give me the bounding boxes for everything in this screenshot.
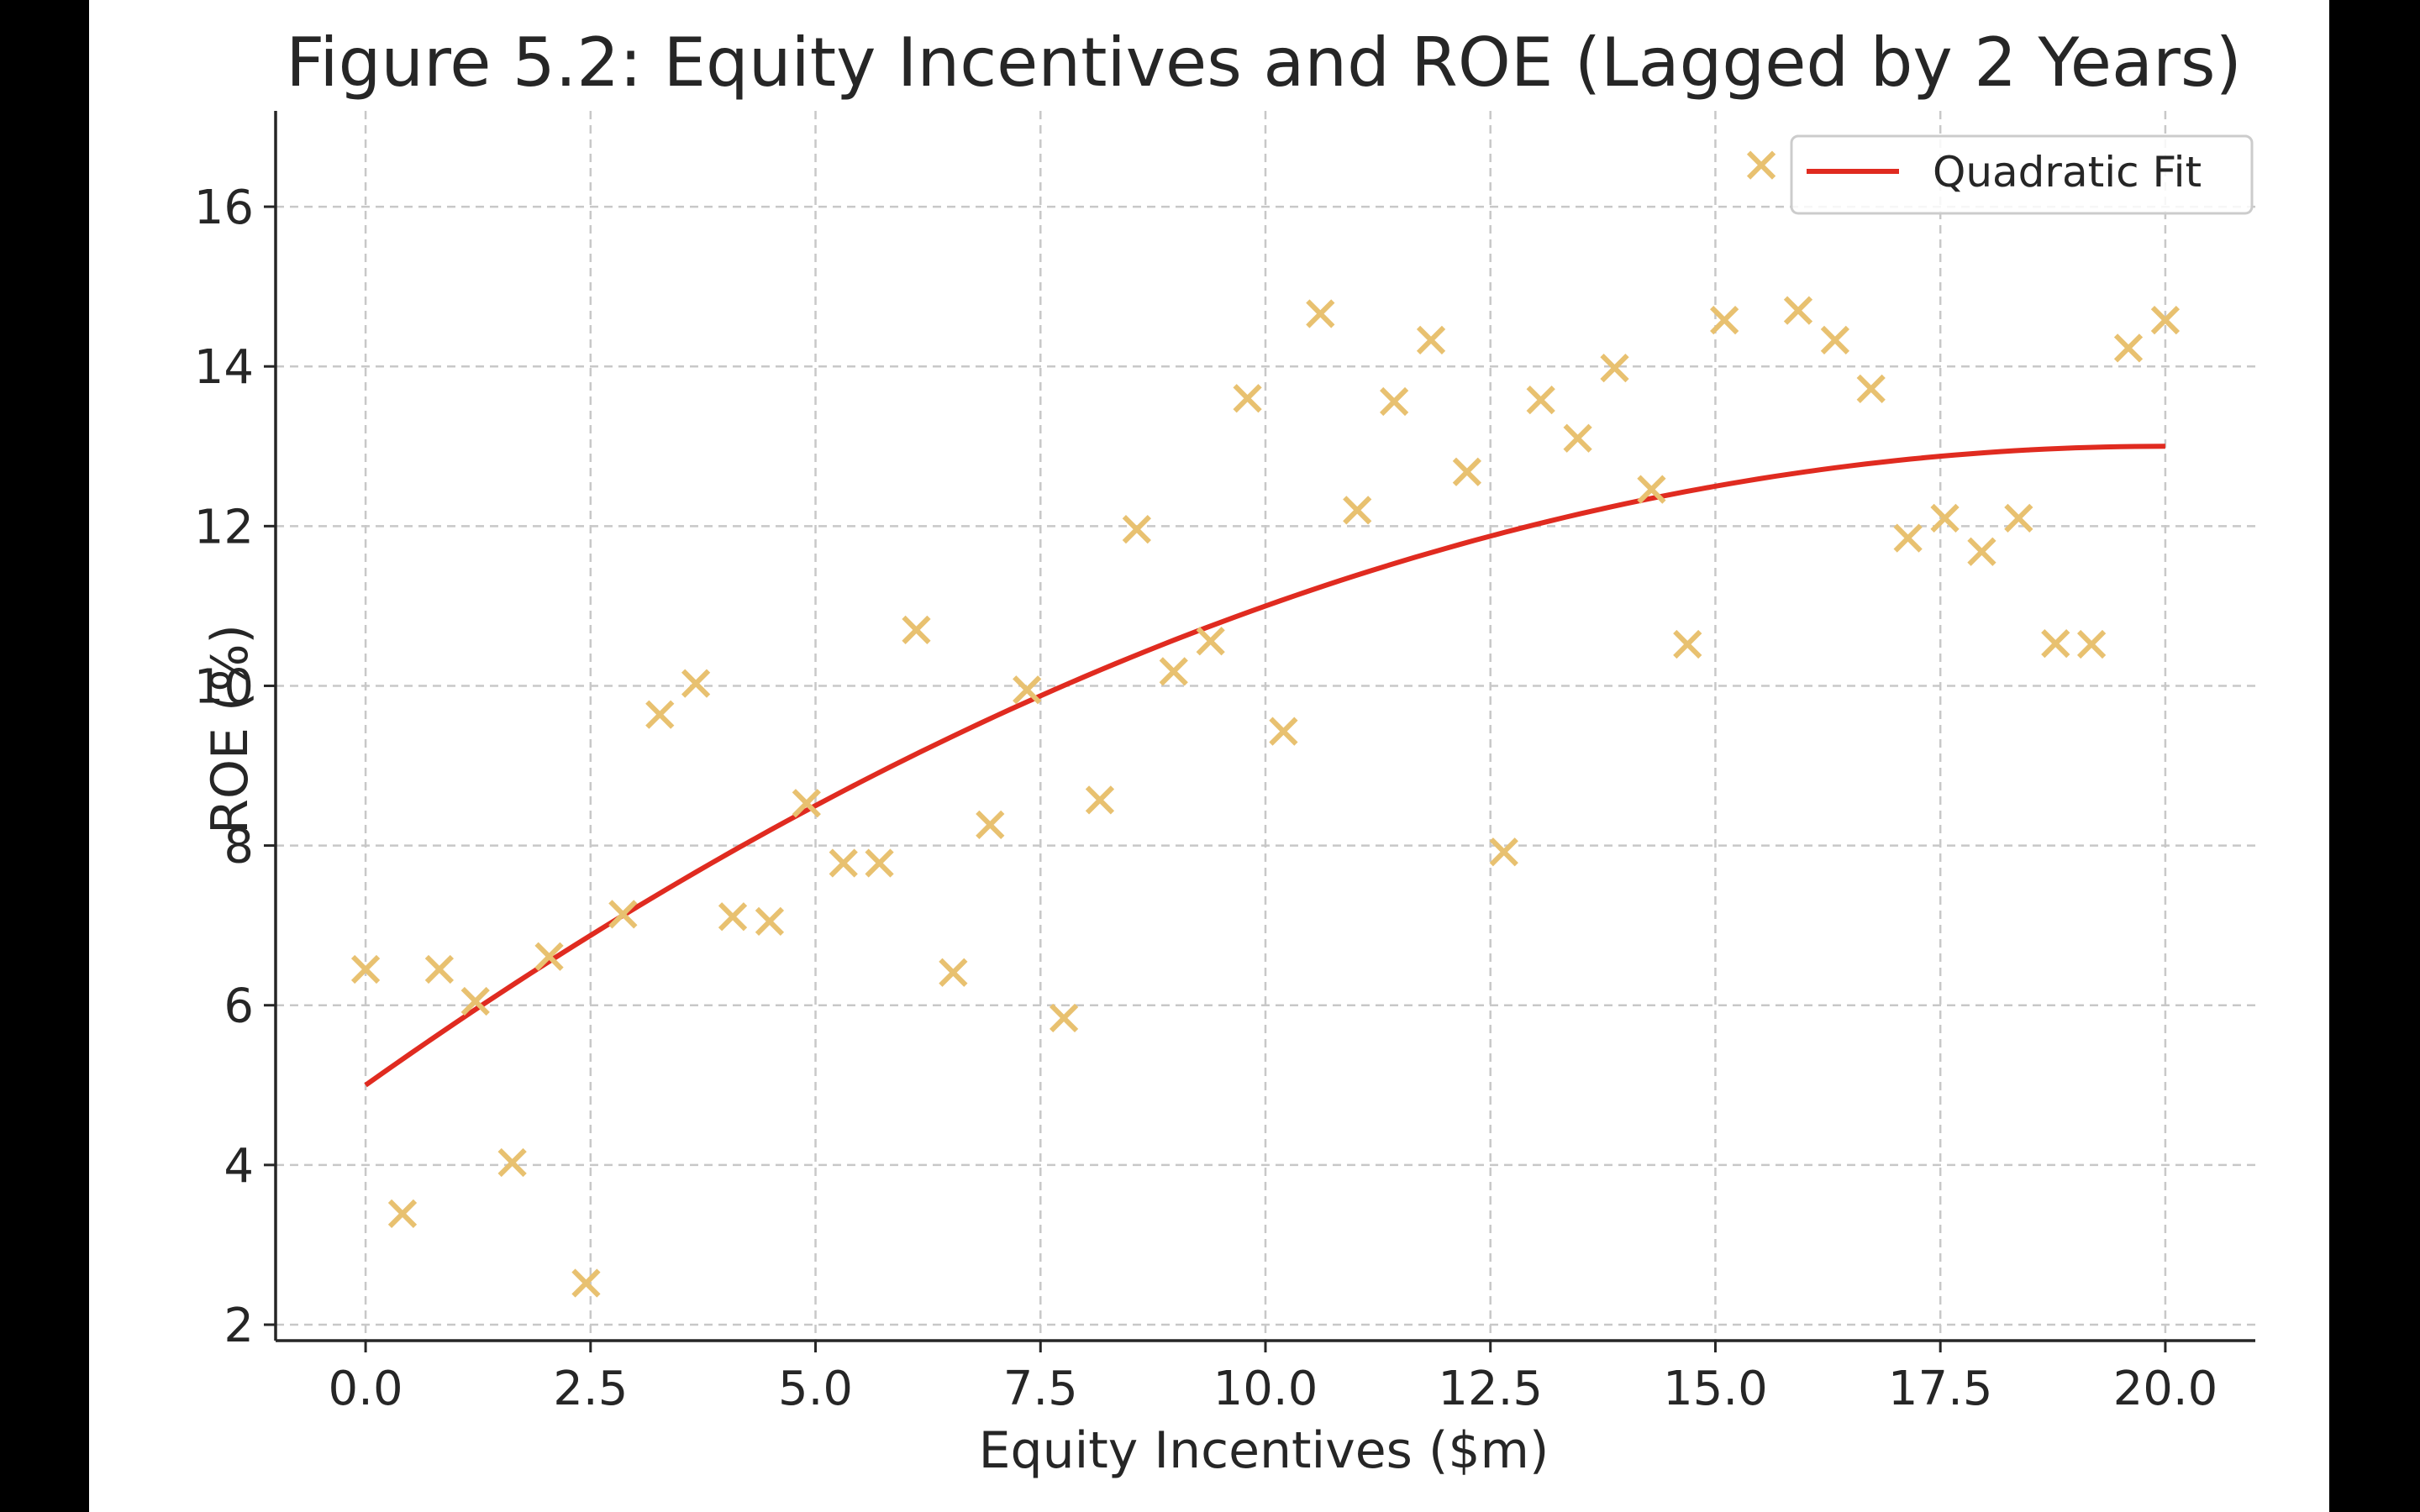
data-point xyxy=(792,789,821,818)
data-point xyxy=(1159,657,1188,686)
grid xyxy=(276,111,2255,1341)
data-point xyxy=(1856,374,1886,403)
x-tick-label: 15.0 xyxy=(1663,1362,1768,1416)
data-point xyxy=(1085,785,1115,815)
x-tick-label: 17.5 xyxy=(1888,1362,1993,1416)
x-tick-label: 5.0 xyxy=(778,1362,853,1416)
data-point xyxy=(1452,457,1482,486)
data-point xyxy=(387,1199,418,1228)
data-point xyxy=(608,900,638,929)
legend: Quadratic Fit xyxy=(1790,134,2254,215)
y-tick-label: 2 xyxy=(224,1299,254,1353)
data-point xyxy=(1526,386,1555,415)
data-point xyxy=(424,954,455,984)
data-point xyxy=(534,942,564,971)
x-tick-label: 12.5 xyxy=(1438,1362,1543,1416)
y-axis-label: ROE (%) xyxy=(201,624,260,834)
data-point xyxy=(497,1147,527,1178)
x-axis-label: Equity Incentives ($m) xyxy=(979,1421,1549,1480)
data-point xyxy=(1600,353,1629,383)
data-point xyxy=(1563,423,1592,453)
quadratic-fit-line xyxy=(364,444,2165,1088)
data-point xyxy=(2076,629,2107,659)
data-point xyxy=(1783,296,1813,325)
figure: 0.0 2.5 5.0 7.5 10.0 12.5 15.0 17.5 20.0 2 4 6 8 10 1… xyxy=(89,0,2329,1512)
data-point xyxy=(350,954,381,984)
data-point xyxy=(1233,384,1262,413)
chart-title: Figure 5.2: Equity Incentives and ROE (L… xyxy=(286,24,2242,102)
data-point xyxy=(976,810,1005,840)
data-point xyxy=(1967,537,1996,566)
data-point xyxy=(1013,675,1042,705)
y-ticks: 2 4 6 8 10 12 14 16 xyxy=(194,181,276,1353)
data-point xyxy=(1269,717,1298,746)
data-point xyxy=(1196,627,1225,656)
y-tick-label: 10 xyxy=(194,659,254,714)
data-point xyxy=(1343,496,1372,525)
data-point xyxy=(939,958,968,987)
data-point xyxy=(2004,503,2033,533)
x-tick-label: 10.0 xyxy=(1213,1362,1318,1416)
data-point xyxy=(829,848,858,878)
data-point xyxy=(460,986,490,1016)
data-point xyxy=(1673,629,1702,659)
data-point xyxy=(718,902,748,932)
scatter-chart: 0.0 2.5 5.0 7.5 10.0 12.5 15.0 17.5 20.0 2 4 6 8 10 1… xyxy=(194,24,2255,1480)
legend-frame xyxy=(1790,134,2254,215)
data-point xyxy=(2041,628,2070,659)
y-tick-label: 6 xyxy=(224,979,254,1034)
y-tick-label: 12 xyxy=(194,500,254,554)
data-point xyxy=(1637,475,1666,504)
data-point xyxy=(645,700,675,729)
x-ticks: 0.0 2.5 5.0 7.5 10.0 12.5 15.0 17.5 20.0 xyxy=(329,1341,2218,1416)
data-point xyxy=(1930,503,1960,533)
y-tick-label: 14 xyxy=(194,340,254,395)
y-tick-label: 8 xyxy=(224,820,254,874)
data-point xyxy=(1049,1003,1079,1033)
data-point xyxy=(1380,386,1409,417)
x-tick-label: 0.0 xyxy=(329,1362,403,1416)
data-point xyxy=(571,1268,601,1298)
data-point xyxy=(1122,515,1151,544)
data-point xyxy=(2113,333,2144,363)
data-point xyxy=(1306,299,1335,328)
points-layer xyxy=(350,150,2181,1298)
data-point xyxy=(2150,305,2181,335)
data-point xyxy=(1746,150,1776,180)
data-point xyxy=(865,848,894,878)
data-point xyxy=(1820,325,1850,354)
data-point xyxy=(1710,305,1739,335)
data-point xyxy=(1416,325,1446,354)
legend-label-quadratic-fit: Quadratic Fit xyxy=(1933,148,2202,197)
y-tick-label: 16 xyxy=(194,181,254,235)
data-point xyxy=(902,615,931,645)
data-point xyxy=(755,906,785,937)
data-point xyxy=(1489,837,1518,867)
fit-layer xyxy=(364,444,2165,1088)
data-point xyxy=(681,669,711,698)
data-point xyxy=(1893,523,1923,553)
x-tick-label: 7.5 xyxy=(1003,1362,1078,1416)
x-tick-label: 2.5 xyxy=(553,1362,628,1416)
x-tick-label: 20.0 xyxy=(2113,1362,2218,1416)
y-tick-label: 4 xyxy=(224,1139,254,1194)
